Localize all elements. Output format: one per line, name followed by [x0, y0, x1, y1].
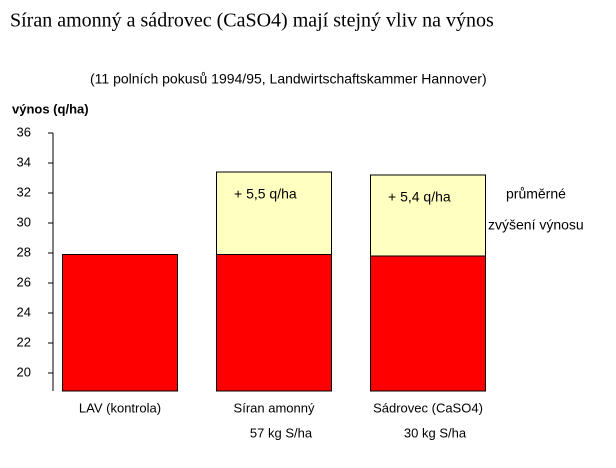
- value-label: + 5,4 q/ha: [388, 189, 451, 205]
- bar-segment: [216, 171, 332, 255]
- y-tick-label: 32: [17, 184, 31, 199]
- x-tick-label: Síran amonný: [234, 400, 315, 415]
- y-tick-label: 34: [17, 154, 31, 169]
- chart-title: Síran amonný a sádrovec (CaSO4) mají ste…: [10, 10, 494, 32]
- y-tick-label: 30: [17, 214, 31, 229]
- x-tick-sublabel: 30 kg S/ha: [404, 425, 467, 440]
- value-label: + 5,5 q/ha: [234, 186, 297, 202]
- y-tick-label: 26: [17, 274, 31, 289]
- annotation: zvýšení výnosu: [488, 217, 584, 233]
- bar-segment: [370, 255, 486, 392]
- x-tick-label: Sádrovec (CaSO4): [373, 400, 483, 415]
- bar-segment: [62, 254, 178, 392]
- y-axis-label: výnos (q/ha): [12, 101, 89, 116]
- y-tick-label: 20: [17, 364, 31, 379]
- bar-segment: [216, 254, 332, 392]
- y-tick-label: 36: [17, 124, 31, 139]
- annotation: průměrné: [506, 186, 566, 202]
- bar-segment: [370, 174, 486, 257]
- y-tick-label: 28: [17, 244, 31, 259]
- y-tick-label: 22: [17, 334, 31, 349]
- x-tick-sublabel: 57 kg S/ha: [250, 425, 313, 440]
- x-tick-label: LAV (kontrola): [79, 400, 161, 415]
- y-tick-label: 24: [17, 304, 31, 319]
- chart-subtitle: (11 polních pokusů 1994/95, Landwirtscha…: [90, 71, 487, 87]
